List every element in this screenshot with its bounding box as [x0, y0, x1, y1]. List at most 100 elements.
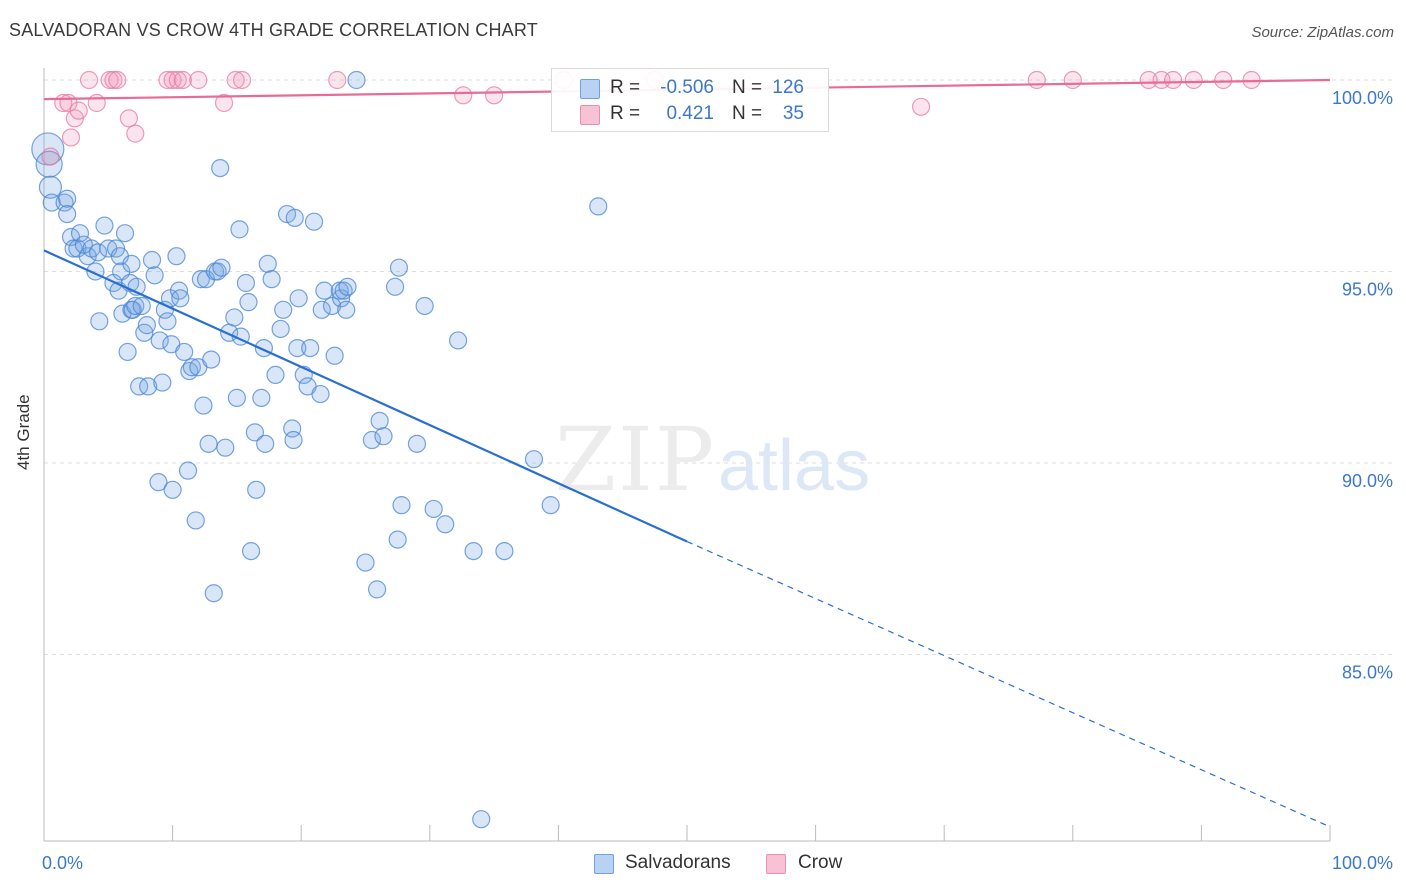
salvadorans-point: [311, 384, 330, 404]
crow-point: [173, 70, 192, 90]
crow-swatch: [580, 105, 600, 125]
crow-point: [41, 147, 60, 166]
salvadorans-point: [132, 296, 151, 316]
x-tick-label: 0.0%: [42, 853, 83, 873]
salvadorans-point: [258, 254, 277, 273]
crow-point: [100, 70, 119, 90]
salvadorans-point: [304, 212, 324, 231]
crow-point: [61, 128, 81, 147]
r-value: 0.421: [666, 103, 714, 124]
salvadorans-point: [216, 438, 235, 457]
tick-labels: 100.0% 95.0% 90.0% 85.0% 0.0% 100.0%: [42, 88, 1393, 873]
salvadorans-point: [338, 277, 357, 296]
crow-point: [454, 86, 473, 105]
n-label: N =: [732, 77, 763, 98]
salvadorans-point: [158, 312, 177, 331]
salvadorans-point: [312, 300, 331, 319]
salvadorans-point: [178, 461, 198, 480]
salvadorans-point: [262, 270, 281, 289]
salvadorans-point: [315, 281, 334, 300]
salvadorans-point: [301, 339, 320, 358]
salvadorans-point: [211, 158, 230, 178]
r-value: -0.506: [660, 77, 714, 98]
salvadorans-point: [541, 496, 560, 515]
r-label: R =: [610, 103, 641, 124]
salvadorans-point: [199, 434, 218, 453]
salvadorans-point: [88, 243, 108, 262]
salvadorans-point: [38, 175, 63, 199]
crow-point: [1164, 70, 1183, 90]
salvadorans-point: [182, 358, 201, 377]
salvadorans-point: [247, 480, 266, 499]
salvadorans-point: [186, 511, 205, 530]
salvadorans-point: [115, 224, 135, 243]
stats-legend: R = -0.506 N = 126 R = 0.421 N = 35: [551, 68, 829, 132]
salvadorans-point: [204, 584, 223, 603]
salvadorans-point: [153, 373, 172, 392]
crow-point: [69, 101, 88, 120]
n-label: N =: [732, 103, 763, 124]
series-legend: Salvadorans Crow: [0, 851, 1406, 879]
x-tick-label: 100.0%: [1332, 853, 1393, 873]
salvadorans-point: [169, 281, 189, 300]
salvadorans-point: [347, 70, 366, 90]
salvadorans-point: [167, 247, 186, 266]
crow-point: [79, 70, 99, 90]
r-label: R =: [610, 77, 641, 98]
y-tick-label: 100.0%: [1332, 88, 1393, 108]
salvadorans-point: [285, 208, 304, 227]
salvadorans-point: [142, 250, 162, 270]
crow-point: [119, 109, 138, 128]
salvadorans-point: [424, 499, 443, 519]
crow-point: [108, 70, 127, 90]
salvadorans-point: [35, 150, 63, 178]
crow-swatch: [766, 854, 786, 874]
grid-lines: [44, 79, 1396, 655]
salvadorans-trend-line: [43, 249, 688, 543]
crow-point: [226, 70, 245, 90]
salvadorans-point: [589, 197, 608, 216]
salvadorans-point: [283, 419, 302, 438]
salvadorans-point: [284, 430, 303, 450]
salvadorans-point: [367, 580, 387, 599]
salvadorans-point: [202, 350, 221, 369]
crow-point: [485, 86, 504, 105]
y-tick-label: 85.0%: [1342, 663, 1393, 683]
salvadorans-point: [118, 342, 137, 362]
crow-point: [189, 70, 208, 90]
salvadorans-point: [163, 480, 182, 499]
crow-point: [163, 70, 182, 90]
watermark: ZIP atlas: [555, 408, 870, 511]
salvadorans-point: [149, 473, 168, 492]
crow-point: [1027, 70, 1046, 90]
salvadorans-point: [362, 430, 382, 450]
legend-row-crow: R = 0.421 N = 35: [552, 101, 828, 127]
salvadorans-point: [230, 220, 249, 239]
salvadorans-point: [288, 339, 307, 358]
salvadorans-point: [472, 810, 491, 829]
salvadorans-point: [245, 423, 265, 442]
salvadorans-point: [236, 273, 256, 293]
salvadorans-point: [95, 216, 114, 235]
salvadorans-point: [171, 289, 190, 308]
watermark-atlas: atlas: [718, 426, 870, 506]
crow-point: [168, 70, 187, 90]
salvadorans-point: [256, 434, 275, 453]
crow-point: [104, 70, 123, 90]
salvadorans-point: [239, 293, 258, 312]
salvadorans-point: [252, 388, 271, 407]
salvadorans-point: [227, 388, 246, 407]
salvadorans-point: [374, 427, 393, 446]
crow-point: [328, 70, 347, 90]
salvadorans-point: [370, 411, 389, 430]
crow-point: [1184, 70, 1203, 90]
salvadorans-point: [289, 289, 308, 308]
salvadorans-trend-extension: [686, 540, 1331, 828]
n-value: 126: [772, 77, 804, 98]
salvadorans-point: [191, 270, 210, 289]
crow-point: [1063, 70, 1082, 90]
legend-row-salvadorans: R = -0.506 N = 126: [552, 75, 828, 101]
salvadorans-point: [126, 296, 145, 316]
crow-point: [911, 97, 931, 116]
crow-point: [1139, 70, 1158, 90]
